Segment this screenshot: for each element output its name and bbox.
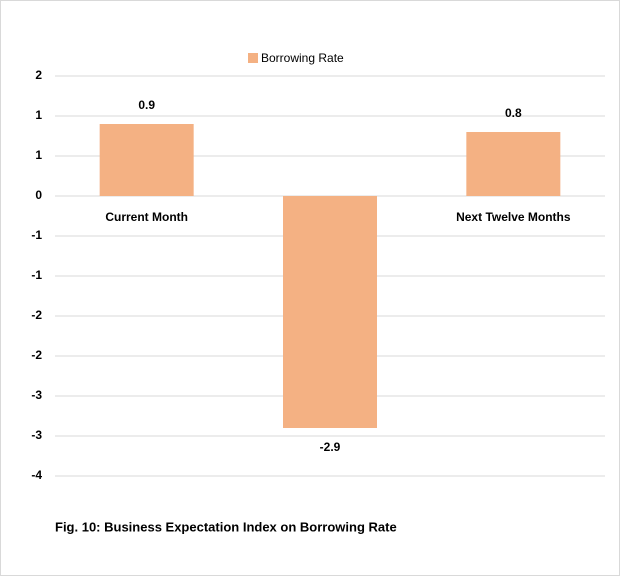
data-label: 0.9 [138,98,155,112]
legend-label: Borrowing Rate [261,51,344,65]
y-tick-label: -3 [31,388,42,402]
y-tick-label: -3 [31,428,42,442]
data-label: 0.8 [505,106,522,120]
bar [99,124,194,196]
caption: Fig. 10: Business Expectation Index on B… [55,519,397,534]
y-tick-label: -2 [31,348,42,362]
data-label: -2.9 [320,440,341,454]
y-tick-label: 2 [35,68,42,82]
y-tick-label: 0 [35,188,42,202]
y-tick-label: -2 [31,308,42,322]
bar [466,132,561,196]
x-tick-label: Current Month [105,210,188,224]
y-tick-label: -1 [31,228,42,242]
y-tick-label: -4 [31,468,42,482]
y-tick-label: 1 [35,108,42,122]
x-tick-label: Next Twelve Months [456,210,571,224]
legend-swatch [248,53,258,63]
y-tick-label: -1 [31,268,42,282]
bar [283,196,377,428]
y-tick-label: 1 [35,148,42,162]
